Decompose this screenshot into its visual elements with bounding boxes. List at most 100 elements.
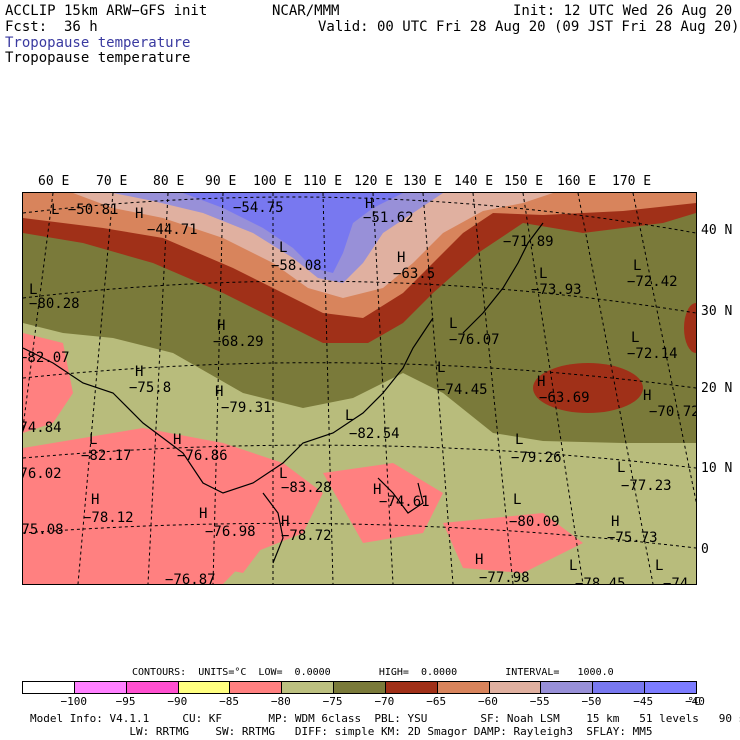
high-low-label: −71.89 — [503, 234, 554, 250]
high-low-label: −77.98 — [479, 570, 530, 585]
high-low-label: −76.02 — [23, 466, 62, 482]
high-low-label: L — [633, 258, 642, 274]
init-time: Init: 12 UTC Wed 26 Aug 20 — [513, 3, 733, 19]
color-bar-swatch — [230, 682, 283, 693]
high-low-label: −82.54 — [349, 426, 400, 442]
lat-label: 10 N — [701, 461, 733, 476]
color-bar-swatch — [593, 682, 646, 693]
lon-label: 60 E — [38, 174, 70, 189]
high-low-label: L — [617, 460, 626, 476]
color-bar-tick: −90 — [167, 695, 188, 708]
high-low-label: H — [365, 196, 374, 212]
high-low-label: H — [611, 514, 620, 530]
high-low-label: H — [373, 482, 382, 498]
lat-label: 20 N — [701, 381, 733, 396]
high-low-label: H — [135, 364, 144, 380]
lon-label: 90 E — [205, 174, 237, 189]
color-bar-swatch — [437, 682, 490, 693]
high-low-label: L — [449, 316, 458, 332]
high-low-label: H — [215, 384, 224, 400]
high-low-label: H — [217, 318, 226, 334]
high-low-label: H — [281, 514, 290, 530]
lon-label: 130 E — [403, 174, 443, 189]
high-low-label: −78.12 — [83, 510, 134, 526]
lat-label: 30 N — [701, 304, 733, 319]
high-low-label: −78.45 — [575, 576, 626, 585]
high-low-label: −77.23 — [621, 478, 672, 494]
high-low-label: −82.07 — [22, 350, 70, 366]
color-bar-tick: −50 — [581, 695, 602, 708]
model-title: ACCLIP 15km ARW−GFS init — [5, 3, 208, 19]
valid-time: Valid: 00 UTC Fri 28 Aug 20 (09 JST Fri … — [318, 19, 740, 35]
high-low-label: L — [437, 360, 446, 376]
high-low-label: −70.72 — [649, 404, 697, 420]
high-low-label: −74 — [663, 576, 689, 585]
lon-label: 150 E — [504, 174, 544, 189]
color-bar-swatch — [541, 682, 594, 693]
high-low-label: −72.14 — [627, 346, 678, 362]
field-name-blue: Tropopause temperature — [5, 35, 191, 51]
color-bar-tick: −70 — [374, 695, 395, 708]
color-bar-tick: −55 — [529, 695, 550, 708]
high-low-label: L — [655, 558, 664, 574]
high-low-label: −58.08 — [271, 258, 322, 274]
model-info-line1: Model Info: V4.1.1 CU: KF MP: WDM 6class… — [30, 712, 740, 725]
color-bar-swatch — [282, 682, 335, 693]
lon-label: 170 E — [612, 174, 652, 189]
high-low-label: −44.71 — [147, 222, 198, 238]
high-low-label: L — [539, 266, 548, 282]
high-low-label: −75.8 — [129, 380, 172, 396]
lat-label: 40 N — [701, 223, 733, 238]
lat-label: 0 — [701, 542, 709, 557]
color-bar-tick: −95 — [115, 695, 136, 708]
lon-label: 110 E — [303, 174, 343, 189]
lon-label: 160 E — [557, 174, 597, 189]
color-bar-swatch — [74, 682, 127, 693]
field-name: Tropopause temperature — [5, 50, 191, 66]
high-low-label: −79.26 — [511, 450, 562, 466]
lon-label: 120 E — [354, 174, 394, 189]
high-low-label: L — [345, 408, 354, 424]
color-bar-swatch — [489, 682, 542, 693]
forecast-hours: 36 h — [64, 19, 98, 35]
forecast-label: Fcst: — [5, 19, 48, 35]
high-low-label: H — [643, 388, 652, 404]
lon-label: 140 E — [454, 174, 494, 189]
contour-info: CONTOURS: UNITS=°C LOW= 0.0000 HIGH= 0.0… — [132, 667, 614, 678]
high-low-label: −63.5 — [393, 266, 436, 282]
high-low-label: −78.72 — [281, 528, 332, 544]
high-low-label: −54.75 — [233, 200, 284, 216]
high-low-label: −82.17 — [81, 448, 132, 464]
high-low-label: −76.86 — [177, 448, 228, 464]
high-low-label: −75.73 — [607, 530, 658, 546]
lon-label: 80 E — [153, 174, 185, 189]
high-low-label: −80.09 — [509, 514, 560, 530]
high-low-label: L — [515, 432, 524, 448]
high-low-label: L — [279, 240, 288, 256]
model-info-line2: LW: RRTMG SW: RRTMG DIFF: simple KM: 2D … — [30, 725, 653, 738]
high-low-label: −74.84 — [23, 420, 62, 436]
high-low-label: H — [397, 250, 406, 266]
high-low-label: −72.42 — [627, 274, 678, 290]
high-low-label: −74.45 — [437, 382, 488, 398]
color-bar-swatch — [385, 682, 438, 693]
high-low-label: −79.31 — [221, 400, 272, 416]
high-low-label: −76.87 — [165, 572, 216, 585]
color-bar-swatch — [334, 682, 386, 693]
color-bar-tick: −65 — [426, 695, 447, 708]
color-bar-tick: −60 — [477, 695, 498, 708]
high-low-label: L — [279, 466, 288, 482]
high-low-label: L −50.81 — [51, 202, 119, 218]
high-low-label: −63.69 — [539, 390, 590, 406]
high-low-label: −75.08 — [22, 522, 64, 538]
color-bar-tick: −75 — [322, 695, 343, 708]
color-bar-swatch — [178, 682, 231, 693]
high-low-label: H — [475, 552, 484, 568]
color-bar-tick: −40 — [685, 695, 705, 708]
high-low-label: L — [631, 330, 640, 346]
lon-label: 100 E — [253, 174, 293, 189]
high-low-label: L — [569, 558, 578, 574]
high-low-label: H — [135, 206, 144, 222]
high-low-label: L — [513, 492, 522, 508]
high-low-label: −83.28 — [281, 480, 332, 496]
